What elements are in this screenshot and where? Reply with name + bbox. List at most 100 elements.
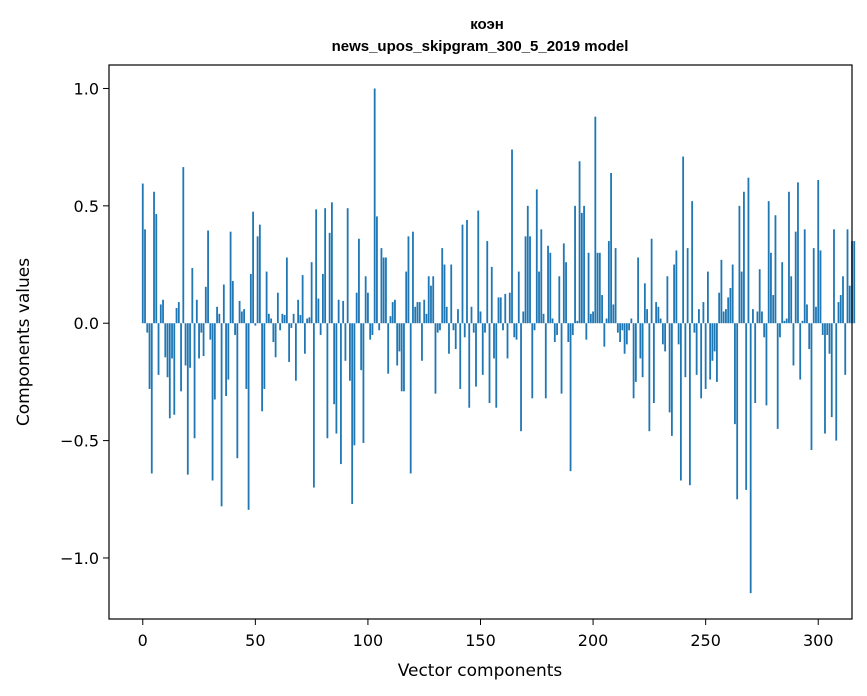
bar-313 <box>846 229 849 324</box>
bar-182 <box>551 318 554 324</box>
bar-74 <box>308 317 311 324</box>
bar-290 <box>794 231 797 324</box>
bar-51 <box>256 236 259 324</box>
bar-191 <box>571 323 574 335</box>
bar-282 <box>776 323 779 429</box>
bar-314 <box>848 285 851 324</box>
bar-144 <box>466 219 468 324</box>
bar-157 <box>495 323 498 408</box>
bar-190 <box>569 323 572 472</box>
bar-204 <box>601 295 603 324</box>
bar-259 <box>725 309 727 324</box>
bar-43 <box>238 300 241 324</box>
bar-148 <box>475 323 477 387</box>
bar-193 <box>576 320 579 324</box>
bar-205 <box>603 323 606 347</box>
bar-99 <box>364 276 367 324</box>
bar-73 <box>306 318 309 324</box>
bar-123 <box>418 302 421 324</box>
bar-111 <box>391 302 394 324</box>
bar-38 <box>227 323 230 380</box>
bar-209 <box>612 304 615 324</box>
bar-122 <box>416 302 419 324</box>
bar-214 <box>623 323 626 354</box>
bar-251 <box>707 271 709 324</box>
bar-277 <box>765 323 768 406</box>
bar-226 <box>650 238 653 324</box>
bar-154 <box>488 323 491 404</box>
bar-137 <box>450 264 453 324</box>
bar-48 <box>249 273 252 324</box>
bar-291 <box>797 182 799 324</box>
bar-34 <box>218 313 221 324</box>
bar-134 <box>443 264 446 324</box>
bar-189 <box>567 323 570 342</box>
bar-41 <box>234 323 236 335</box>
bar-3 <box>148 323 151 389</box>
bar-253 <box>711 323 714 361</box>
bar-288 <box>790 276 793 324</box>
bar-114 <box>398 323 401 352</box>
bar-129 <box>432 276 435 324</box>
bar-172 <box>529 236 531 324</box>
bar-130 <box>434 323 437 394</box>
bar-197 <box>585 323 588 340</box>
bar-167 <box>517 271 520 324</box>
bar-20 <box>186 323 189 475</box>
bar-279 <box>770 252 772 324</box>
bar-215 <box>625 323 628 345</box>
bar-155 <box>490 266 493 324</box>
bar-246 <box>695 323 698 375</box>
bar-91 <box>346 208 349 324</box>
bar-221 <box>639 323 642 359</box>
bar-77 <box>315 209 318 324</box>
bar-140 <box>457 309 459 324</box>
bar-217 <box>630 318 633 324</box>
bar-127 <box>427 276 430 324</box>
plot-frame <box>108 64 853 620</box>
bar-131 <box>436 323 439 333</box>
bar-26 <box>200 323 203 333</box>
bar-202 <box>596 252 599 324</box>
bar-211 <box>616 323 619 333</box>
bar-92 <box>349 323 351 381</box>
bar-222 <box>641 323 644 378</box>
bar-25 <box>198 323 200 359</box>
bar-188 <box>565 262 567 324</box>
bar-4 <box>150 323 153 474</box>
bar-108 <box>385 257 387 324</box>
bar-175 <box>535 189 538 324</box>
bar-216 <box>628 323 630 331</box>
bar-162 <box>506 323 509 359</box>
x-tick-label: 250 <box>690 631 721 650</box>
bar-233 <box>666 276 669 324</box>
bar-98 <box>362 323 365 443</box>
bar-159 <box>499 297 502 324</box>
bar-119 <box>409 323 412 474</box>
y-axis-label: Components values <box>14 258 34 426</box>
bar-86 <box>335 323 338 434</box>
bar-271 <box>752 309 754 324</box>
bar-164 <box>511 149 513 324</box>
bar-258 <box>722 311 725 324</box>
bar-220 <box>637 257 640 324</box>
bar-85 <box>333 323 336 405</box>
bar-248 <box>700 323 703 399</box>
bar-245 <box>693 323 696 333</box>
bar-278 <box>767 201 770 324</box>
bar-192 <box>574 205 576 324</box>
bar-105 <box>378 323 381 331</box>
bar-89 <box>342 300 345 324</box>
bar-219 <box>634 323 637 382</box>
bar-153 <box>486 241 489 324</box>
y-tick-label: 0.5 <box>74 197 99 216</box>
bar-281 <box>774 215 777 324</box>
bar-241 <box>684 323 687 378</box>
bar-312 <box>844 323 847 375</box>
bar-100 <box>367 292 369 324</box>
bar-115 <box>400 323 403 392</box>
bar-69 <box>297 299 300 324</box>
bar-139 <box>454 323 457 350</box>
bar-195 <box>580 212 583 324</box>
bar-210 <box>614 248 617 324</box>
